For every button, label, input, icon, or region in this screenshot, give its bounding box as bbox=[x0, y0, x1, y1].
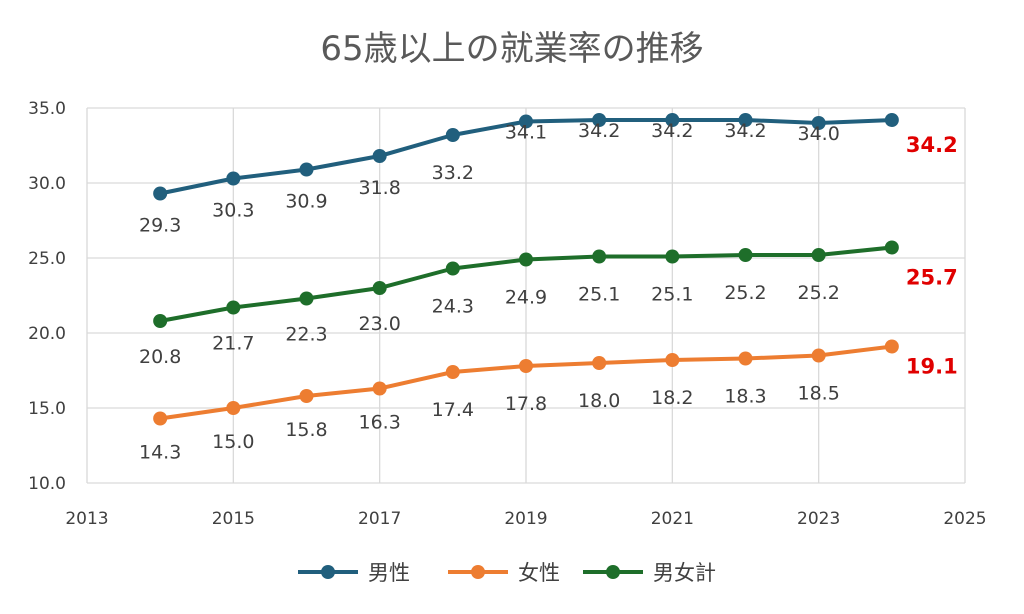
data-label: 23.0 bbox=[359, 313, 401, 335]
data-point bbox=[153, 314, 168, 328]
data-point bbox=[884, 240, 899, 255]
data-point bbox=[299, 162, 314, 177]
data-label: 33.2 bbox=[432, 162, 474, 184]
x-tick-label: 2013 bbox=[65, 509, 108, 529]
legend-label: 女性 bbox=[518, 561, 560, 585]
data-point bbox=[519, 114, 533, 129]
series-2 bbox=[153, 240, 899, 328]
data-label: 15.0 bbox=[212, 431, 254, 453]
data-point bbox=[226, 401, 241, 415]
data-label: 24.3 bbox=[432, 296, 474, 318]
data-label: 24.9 bbox=[505, 287, 547, 309]
legend-item: 女性 bbox=[448, 561, 560, 585]
data-point bbox=[665, 353, 680, 367]
data-point bbox=[665, 249, 680, 264]
series-1 bbox=[153, 339, 899, 426]
data-label: 30.9 bbox=[285, 191, 327, 213]
data-label: 34.2 bbox=[724, 120, 766, 142]
data-point bbox=[592, 356, 607, 370]
data-point bbox=[811, 348, 826, 363]
data-label-latest: 34.2 bbox=[906, 133, 958, 157]
data-point bbox=[153, 186, 168, 201]
data-point bbox=[299, 389, 314, 403]
legend-swatch-marker bbox=[471, 565, 485, 579]
series-layer bbox=[153, 113, 899, 426]
x-tick-label: 2015 bbox=[212, 509, 255, 529]
data-label-layer: 29.3 30.3 30.9 31.8 33.2 34.1 34.2 34.2 34.2 34.0… bbox=[139, 120, 958, 464]
data-label: 34.2 bbox=[578, 120, 620, 142]
data-point bbox=[665, 113, 680, 127]
legend-swatch-marker bbox=[321, 565, 335, 579]
data-label-latest: 25.7 bbox=[906, 266, 958, 290]
data-label: 17.8 bbox=[505, 393, 547, 415]
y-tick-label: 30.0 bbox=[28, 174, 66, 194]
data-point bbox=[592, 113, 607, 127]
legend-label: 男女計 bbox=[653, 561, 716, 585]
data-label: 15.8 bbox=[285, 419, 327, 441]
series-0 bbox=[153, 113, 899, 201]
data-label: 21.7 bbox=[212, 333, 254, 355]
y-tick-label: 10.0 bbox=[28, 474, 66, 494]
x-tick-label: 2021 bbox=[651, 509, 694, 529]
y-tick-label: 15.0 bbox=[28, 399, 66, 419]
data-point bbox=[226, 171, 241, 186]
legend-item: 男性 bbox=[298, 561, 410, 585]
data-point bbox=[811, 248, 826, 262]
data-label: 18.5 bbox=[798, 383, 840, 405]
data-label: 16.3 bbox=[359, 412, 401, 434]
x-tick-label: 2017 bbox=[358, 509, 401, 529]
data-point bbox=[153, 411, 168, 426]
data-point bbox=[445, 261, 460, 276]
data-point bbox=[738, 351, 753, 366]
data-label: 25.2 bbox=[724, 282, 766, 304]
data-label: 22.3 bbox=[285, 324, 327, 346]
legend: 男性 女性 男女計 bbox=[298, 561, 716, 585]
data-label: 25.1 bbox=[651, 284, 693, 306]
y-tick-label: 25.0 bbox=[28, 249, 66, 269]
data-label-latest: 19.1 bbox=[906, 355, 958, 379]
data-label: 34.2 bbox=[651, 120, 693, 142]
data-label: 34.0 bbox=[798, 123, 840, 145]
data-point bbox=[519, 359, 533, 373]
data-point bbox=[372, 281, 387, 295]
data-label: 17.4 bbox=[432, 399, 474, 421]
data-label: 31.8 bbox=[359, 177, 401, 199]
x-tick-label: 2025 bbox=[943, 509, 986, 529]
y-tick-label: 35.0 bbox=[28, 99, 66, 119]
data-point bbox=[811, 116, 826, 130]
data-label: 30.3 bbox=[212, 200, 254, 222]
data-label: 20.8 bbox=[139, 346, 181, 368]
data-point bbox=[884, 113, 899, 127]
data-point bbox=[372, 149, 387, 163]
data-point bbox=[445, 128, 460, 142]
data-point bbox=[884, 339, 899, 354]
data-label: 34.1 bbox=[505, 122, 547, 144]
data-label: 14.3 bbox=[139, 442, 181, 464]
data-point bbox=[445, 365, 460, 379]
legend-swatch-marker bbox=[606, 565, 620, 579]
data-point bbox=[299, 291, 314, 306]
legend-label: 男性 bbox=[368, 561, 410, 585]
axis-layer: 10.0 15.0 20.0 25.0 30.0 35.0 2013 2015 2017 2019… bbox=[28, 99, 986, 529]
data-label: 25.1 bbox=[578, 284, 620, 306]
data-point bbox=[519, 252, 533, 267]
data-point bbox=[738, 248, 753, 262]
data-point bbox=[372, 381, 387, 396]
chart-title: 65歳以上の就業率の推移 bbox=[320, 29, 703, 69]
data-point bbox=[592, 249, 607, 264]
y-tick-label: 20.0 bbox=[28, 324, 66, 344]
x-tick-label: 2019 bbox=[504, 509, 547, 529]
data-label: 29.3 bbox=[139, 215, 181, 237]
data-label: 18.0 bbox=[578, 390, 620, 412]
data-label: 25.2 bbox=[798, 282, 840, 304]
x-tick-label: 2023 bbox=[797, 509, 840, 529]
data-label: 18.2 bbox=[651, 387, 693, 409]
data-point bbox=[738, 113, 753, 127]
data-point bbox=[226, 300, 241, 315]
legend-item: 男女計 bbox=[583, 561, 716, 585]
data-label: 18.3 bbox=[724, 386, 766, 408]
